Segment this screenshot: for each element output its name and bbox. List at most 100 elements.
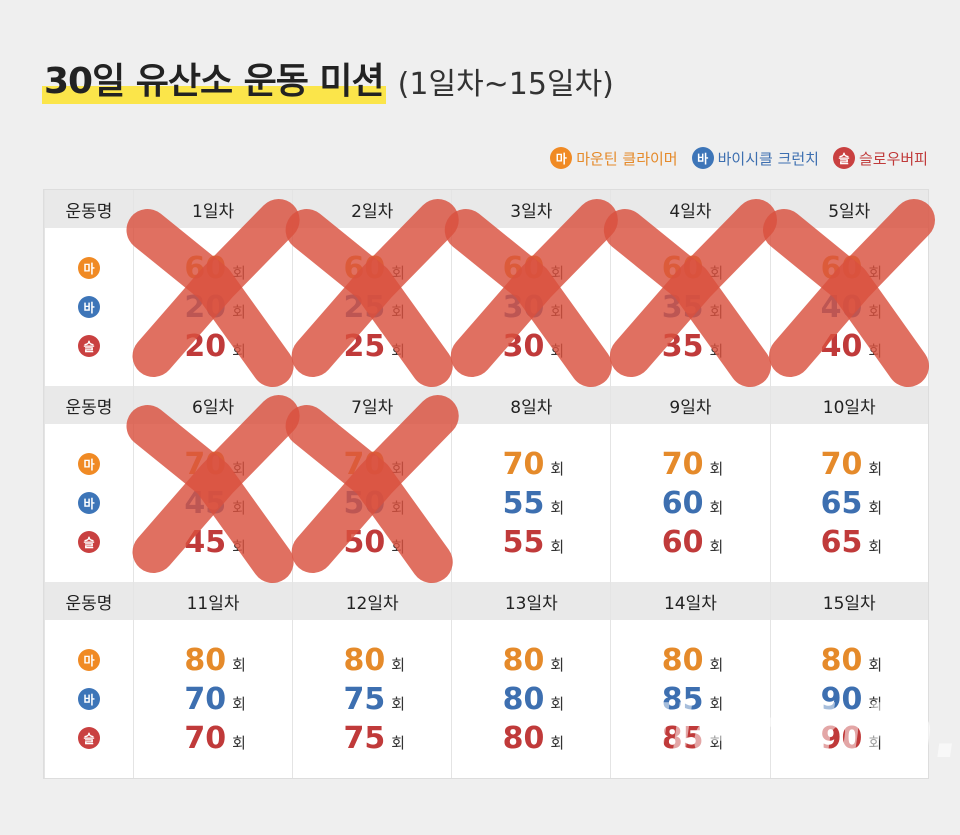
- rep-count: 30 회: [498, 290, 565, 325]
- rep-number: 80: [184, 642, 227, 678]
- rep-number: 70: [343, 446, 386, 482]
- rep-unit: 회: [550, 537, 565, 556]
- rep-number: 50: [343, 485, 386, 521]
- legend-item-mountain-climber: 마 마운틴 클라이머: [550, 147, 678, 169]
- rep-number: 60: [184, 250, 227, 286]
- rep-count: 60 회: [498, 251, 565, 286]
- rep-unit: 회: [232, 498, 246, 517]
- badge-icon: 바: [691, 147, 714, 169]
- rep-unit: 회: [709, 655, 724, 674]
- exercise-badge-icon: 마: [78, 453, 100, 475]
- exercise-badge-icon: 슬: [78, 727, 100, 749]
- rep-unit: 회: [709, 537, 724, 556]
- rep-count: 80 회: [498, 720, 565, 756]
- rep-count: 60 회: [658, 525, 724, 560]
- day-cell: 60 회 35 회 35 회: [610, 228, 770, 386]
- rep-number: 50: [343, 524, 386, 560]
- day-label: 13일차: [451, 582, 611, 620]
- day-label: 10일차: [769, 386, 928, 424]
- rep-number: 85: [661, 681, 704, 717]
- page-subtitle: (1일차~15일차): [397, 67, 614, 102]
- rep-unit: 회: [391, 733, 406, 752]
- rep-number: 70: [184, 681, 227, 717]
- rep-unit: 회: [232, 459, 246, 478]
- rep-count: 85 회: [658, 721, 724, 756]
- rep-count: 45 회: [180, 525, 246, 560]
- header-row: 운동명 1일차 2일차 3일차 4일차 5일차: [44, 190, 928, 228]
- rep-number: 60: [661, 524, 704, 560]
- rep-unit: 회: [391, 694, 406, 713]
- rep-number: 40: [820, 289, 863, 325]
- rep-number: 85: [661, 720, 704, 756]
- rep-unit: 회: [868, 302, 883, 321]
- rep-number: 30: [502, 328, 545, 364]
- rep-unit: 회: [232, 302, 246, 321]
- rep-count: 85 회: [658, 682, 724, 717]
- day-label: 5일차: [769, 190, 928, 228]
- day-cell: 80 회 90 회 90 회: [769, 620, 928, 778]
- rep-number: 80: [502, 681, 545, 717]
- rep-number: 75: [343, 681, 386, 717]
- rep-unit: 회: [868, 341, 883, 360]
- rep-unit: 회: [391, 537, 406, 556]
- rep-count: 90 회: [816, 720, 883, 756]
- rep-number: 90: [820, 681, 863, 717]
- rep-unit: 회: [868, 694, 883, 713]
- rep-count: 70 회: [816, 447, 883, 482]
- day-cell: 70 회 55 회 55 회: [451, 424, 611, 582]
- rep-number: 65: [820, 524, 863, 560]
- rep-count: 30 회: [498, 328, 565, 364]
- day-cell: 80 회 80 회 80 회: [451, 620, 611, 778]
- day-cell: 70 회 60 회 60 회: [610, 424, 770, 582]
- rep-number: 60: [820, 250, 863, 286]
- rep-count: 20 회: [180, 329, 246, 364]
- rep-unit: 회: [391, 302, 406, 321]
- day-label: 12일차: [292, 582, 452, 620]
- rep-count: 60 회: [658, 486, 724, 521]
- legend-item-bicycle-crunch: 바 바이시클 크런치: [691, 147, 819, 169]
- rep-unit: 회: [391, 655, 406, 674]
- rep-number: 90: [820, 720, 863, 756]
- values-row: 마 바 슬 80 회 70 회 70 회 80 회 75 회 75 회 80 회 80 회 80 회 80 회 85 회 85 회 8…: [44, 620, 928, 778]
- rep-unit: 회: [868, 498, 883, 517]
- rep-count: 80 회: [816, 643, 883, 678]
- day-label: 7일차: [292, 386, 452, 424]
- rep-count: 60 회: [339, 251, 406, 286]
- header-row: 운동명 6일차 7일차 8일차 9일차 10일차: [44, 386, 928, 424]
- day-label: 1일차: [132, 190, 293, 228]
- rep-number: 45: [184, 524, 227, 560]
- rep-count: 70 회: [498, 446, 565, 482]
- rep-count: 80 회: [339, 642, 406, 678]
- rep-count: 50 회: [339, 524, 406, 560]
- rep-count: 70 회: [339, 446, 406, 482]
- day-cell: 60 회 25 회 25 회: [292, 228, 452, 386]
- rep-number: 45: [184, 485, 227, 521]
- day-cell: 80 회 70 회 70 회: [132, 620, 293, 778]
- rep-number: 80: [343, 642, 386, 678]
- rep-number: 55: [502, 524, 545, 560]
- rep-number: 40: [820, 328, 863, 364]
- rep-number: 80: [502, 720, 545, 756]
- rep-count: 20 회: [180, 290, 246, 325]
- exercise-badge-icon: 마: [78, 257, 100, 279]
- rep-number: 20: [184, 289, 227, 325]
- rep-count: 75 회: [339, 681, 406, 717]
- rep-unit: 회: [391, 498, 406, 517]
- badge-icon: 마: [550, 147, 573, 169]
- rep-unit: 회: [232, 655, 246, 674]
- rep-count: 50 회: [339, 485, 406, 521]
- rep-unit: 회: [709, 694, 724, 713]
- rep-count: 55 회: [498, 486, 565, 521]
- legend-item-slow-burpee: 슬 슬로우버피: [832, 147, 928, 169]
- rep-count: 80 회: [180, 643, 246, 678]
- day-label: 6일차: [132, 386, 293, 424]
- row-header: 운동명: [44, 190, 134, 228]
- rep-count: 40 회: [816, 328, 883, 364]
- rep-number: 70: [502, 446, 545, 482]
- rep-count: 25 회: [339, 290, 406, 325]
- rep-unit: 회: [868, 733, 883, 752]
- rep-unit: 회: [550, 341, 565, 360]
- rep-unit: 회: [550, 733, 565, 752]
